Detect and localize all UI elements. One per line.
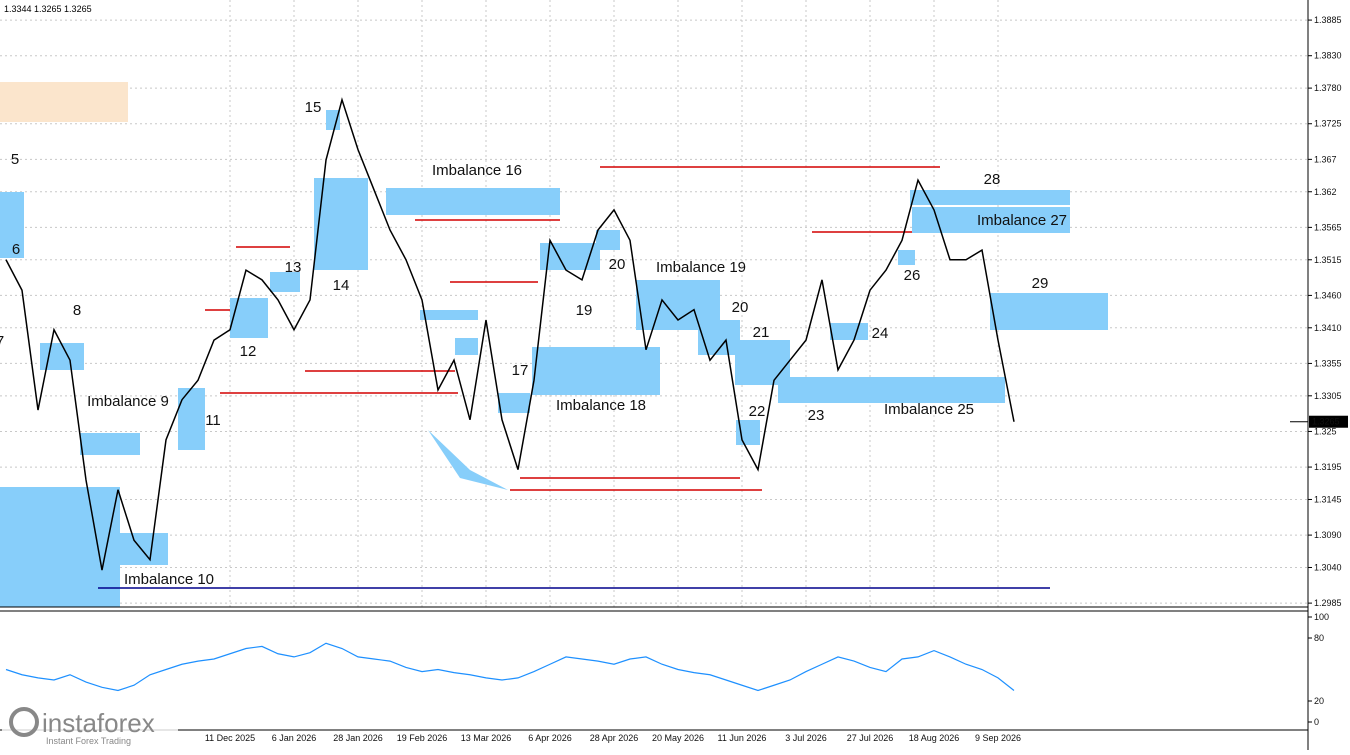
annotation: 29	[1032, 275, 1049, 292]
zone	[898, 250, 915, 265]
y-tick-label: 1.3195	[1314, 462, 1342, 472]
last-price-label: 1.3265	[1312, 417, 1340, 427]
annotation: 21	[753, 324, 770, 341]
y-tick-label: 1.325	[1314, 426, 1337, 436]
zone	[0, 487, 120, 607]
zone	[314, 178, 368, 270]
y-tick-label: 1.3040	[1314, 562, 1342, 572]
x-tick-label: 13 Mar 2026	[461, 733, 512, 743]
logo-icon	[9, 707, 39, 737]
zone	[270, 272, 300, 292]
zone	[498, 393, 530, 413]
zone	[178, 388, 205, 450]
y-tick-label: 1.367	[1314, 154, 1337, 164]
y-tick-label: 1.3830	[1314, 51, 1342, 61]
annotation: 15	[305, 99, 322, 116]
y-tick-label: 1.3565	[1314, 222, 1342, 232]
zone	[386, 188, 560, 215]
annotation: Imbalance 25	[884, 401, 974, 418]
annotation: 20	[732, 299, 749, 316]
y-tick-label: 1.362	[1314, 187, 1337, 197]
zone	[326, 110, 340, 130]
zone	[0, 82, 128, 122]
zone	[912, 207, 1070, 233]
zone	[0, 192, 24, 258]
annotation: 24	[872, 325, 889, 342]
annotation: 19	[576, 302, 593, 319]
annotation: Imbalance 27	[977, 212, 1067, 229]
annotation: Imbalance 16	[432, 162, 522, 179]
y-tick-label: 1.3305	[1314, 391, 1342, 401]
x-tick-label: 28 Jan 2026	[333, 733, 383, 743]
y-tick-label: 100	[1314, 612, 1329, 622]
x-tick-label: 11 Jun 2026	[718, 733, 767, 743]
annotation: 7	[0, 333, 4, 350]
annotation: 14	[333, 277, 350, 294]
x-tick-label: 6 Jan 2026	[272, 733, 317, 743]
logo: instaforex Instant Forex Trading	[2, 705, 178, 746]
y-tick-label: 80	[1314, 633, 1324, 643]
annotation: Imbalance 18	[556, 397, 646, 414]
zone	[120, 533, 168, 565]
zone	[910, 190, 1070, 205]
zone	[428, 430, 508, 490]
x-tick-label: 20 May 2026	[652, 733, 704, 743]
price-line	[5, 97, 1015, 571]
zones	[0, 82, 1108, 607]
y-tick-label: 1.3410	[1314, 323, 1342, 333]
annotation: Imbalance 10	[124, 571, 214, 588]
levels	[98, 166, 1050, 589]
x-tick-label: 3 Jul 2026	[785, 733, 827, 743]
x-tick-label: 6 Apr 2026	[528, 733, 572, 743]
annotation: 13	[285, 259, 302, 276]
logo-tagline: Instant Forex Trading	[46, 736, 131, 746]
annotation: 22	[749, 403, 766, 420]
annotation: 5	[11, 151, 19, 168]
annotation: 6	[12, 241, 20, 258]
zone	[420, 310, 478, 320]
annotation: Imbalance 19	[656, 259, 746, 276]
annotation: 28	[984, 171, 1001, 188]
y-tick-label: 1.3780	[1314, 83, 1342, 93]
zone	[80, 433, 140, 455]
annotation: 8	[73, 302, 81, 319]
x-tick-label: 19 Feb 2026	[397, 733, 448, 743]
y-tick-label: 1.3460	[1314, 290, 1342, 300]
annotation: 23	[808, 407, 825, 424]
zone	[455, 338, 478, 355]
price-line	[5, 642, 1015, 692]
y-tick-label: 1.3885	[1314, 15, 1342, 25]
x-tick-label: 18 Aug 2026	[909, 733, 960, 743]
zone	[830, 323, 868, 340]
y-tick-label: 1.3725	[1314, 119, 1342, 129]
annotation: 17	[512, 362, 529, 379]
zone	[778, 377, 1005, 403]
y-tick-label: 1.3355	[1314, 358, 1342, 368]
logo-text: instaforex	[42, 708, 155, 738]
x-tick-label: 11 Dec 2025	[205, 733, 255, 743]
annotation: 20	[609, 256, 626, 273]
y-tick-label: 1.3145	[1314, 494, 1342, 504]
x-tick-label: 28 Apr 2026	[590, 733, 639, 743]
zone	[596, 230, 620, 250]
annotation: 11	[205, 412, 221, 429]
header-prices: 1.3344 1.3265 1.3265	[4, 4, 92, 14]
y-tick-label: 0	[1314, 717, 1319, 727]
x-tick-label: 27 Jul 2026	[847, 733, 894, 743]
zone	[230, 298, 268, 338]
y-tick-label: 1.2985	[1314, 598, 1342, 608]
annotation: Imbalance 9	[87, 393, 169, 410]
x-tick-label: 9 Sep 2026	[975, 733, 1021, 743]
grid	[0, 0, 1308, 607]
annotation: 26	[904, 267, 921, 284]
annotation: 12	[240, 343, 257, 360]
zone	[990, 293, 1108, 330]
zone	[532, 347, 660, 395]
y-tick-label: 1.3090	[1314, 530, 1342, 540]
last-price-tag	[1309, 415, 1348, 428]
y-tick-label: 1.3515	[1314, 255, 1342, 265]
y-tick-label: 20	[1314, 696, 1324, 706]
